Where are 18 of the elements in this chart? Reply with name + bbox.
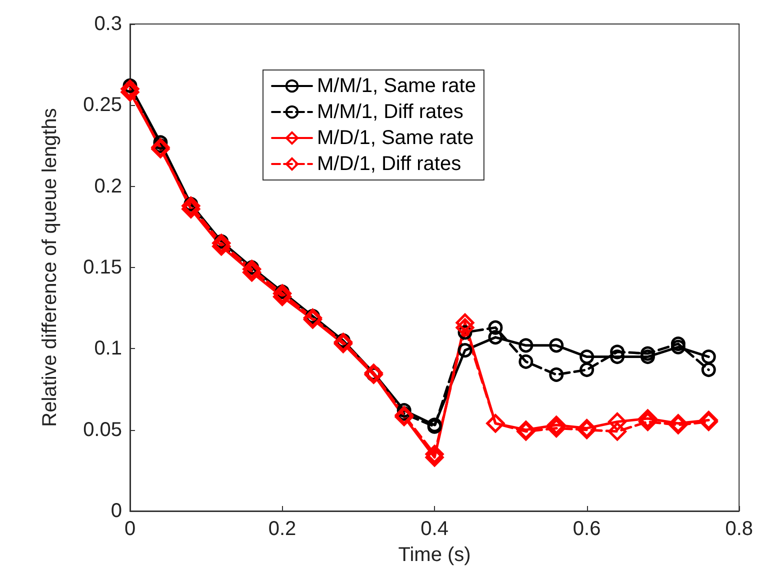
x-tick-label: 0	[124, 518, 136, 540]
legend-label: M/D/1, Diff rates	[317, 153, 462, 175]
x-tick-label: 0.2	[268, 518, 296, 540]
y-tick-label: 0.15	[83, 256, 122, 278]
y-tick-label: 0	[110, 500, 122, 522]
legend-label: M/D/1, Same rate	[317, 127, 474, 149]
x-tick-label: 0.8	[725, 518, 754, 540]
y-tick-label: 0.3	[94, 13, 122, 35]
y-tick-label: 0.2	[94, 175, 122, 198]
x-axis-title: Time (s)	[398, 544, 471, 566]
y-axis-title: Relative difference of queue lengths	[39, 108, 61, 427]
legend-label: M/M/1, Same rate	[317, 75, 476, 97]
y-tick-label: 0.25	[83, 94, 122, 116]
y-tick-label: 0.1	[94, 338, 122, 360]
legend-label: M/M/1, Diff rates	[317, 101, 464, 123]
x-tick-label: 0.6	[572, 518, 601, 540]
y-tick-label: 0.05	[83, 418, 122, 441]
x-tick-label: 0.4	[420, 518, 448, 540]
